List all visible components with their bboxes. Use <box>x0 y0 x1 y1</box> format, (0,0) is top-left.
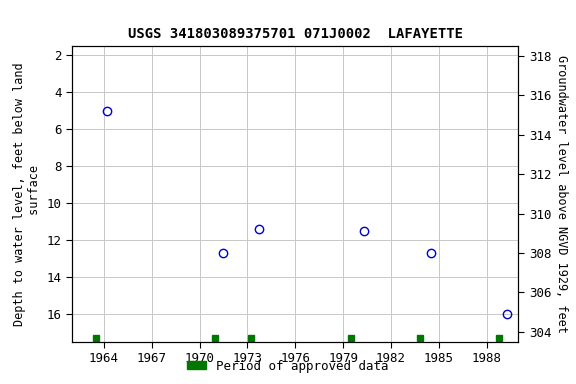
Title: USGS 341803089375701 071J0002  LAFAYETTE: USGS 341803089375701 071J0002 LAFAYETTE <box>128 27 463 41</box>
Y-axis label: Groundwater level above NGVD 1929, feet: Groundwater level above NGVD 1929, feet <box>555 55 568 333</box>
Y-axis label: Depth to water level, feet below land
 surface: Depth to water level, feet below land su… <box>13 62 41 326</box>
Legend: Period of approved data: Period of approved data <box>183 355 393 378</box>
